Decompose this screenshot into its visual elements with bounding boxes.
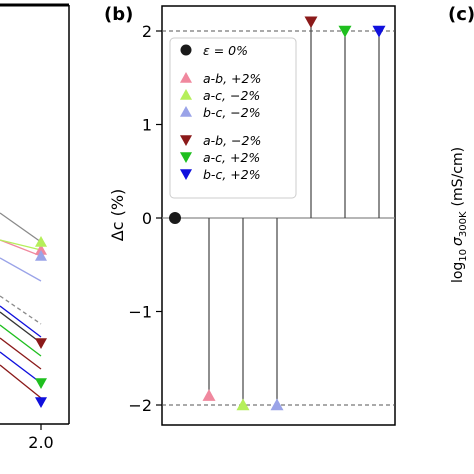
point-6 — [372, 25, 386, 38]
left-panel: 2.0 — [0, 3, 70, 452]
y-tick-label-2: 0 — [142, 209, 152, 228]
legend-marker-0 — [180, 44, 192, 56]
point-1 — [202, 389, 216, 401]
left-marker-4 — [35, 378, 47, 389]
left-line-7 — [0, 324, 42, 357]
left-line-5 — [0, 305, 42, 338]
legend-label-5: a-c, +2% — [203, 150, 260, 165]
left-panel-lines — [0, 212, 42, 399]
left-line-3 — [0, 257, 42, 282]
left-panel-markers — [35, 236, 47, 408]
legend-marker-6 — [180, 169, 192, 180]
legend-label-3: b-c, −2% — [203, 105, 261, 120]
y-tick-label-1: −1 — [128, 303, 152, 322]
legend-label-2: a-c, −2% — [203, 88, 260, 103]
y-tick-label-0: −2 — [128, 396, 152, 415]
legend-label-0: ε = 0% — [203, 43, 248, 58]
left-line-4 — [0, 295, 42, 325]
left-line-0 — [0, 212, 42, 243]
left-line-8 — [0, 337, 42, 370]
legend-marker-4 — [180, 135, 192, 146]
y-tick-label-3: 1 — [142, 116, 152, 135]
legend-label-6: b-c, +2% — [203, 167, 261, 182]
right-panel-y-axis-label: log10 σ300K (mS/cm) — [450, 147, 469, 283]
plot-frame — [161, 5, 396, 426]
left-marker-5 — [35, 397, 47, 408]
panel-label-b: (b) — [104, 4, 133, 25]
point-5 — [338, 25, 352, 38]
reference-lines — [162, 30, 395, 406]
left-marker-2 — [35, 250, 47, 261]
data-points — [169, 16, 386, 411]
legend-marker-3 — [180, 106, 192, 117]
left-line-10 — [0, 364, 42, 399]
y-axis-ticks: −2 −1 0 1 2 — [128, 22, 162, 415]
ylabel-unit: (mS/cm) — [450, 147, 466, 207]
left-line-9 — [0, 351, 42, 384]
legend-box — [169, 37, 297, 199]
left-panel-x-tick-label: 2.0 — [28, 433, 53, 452]
ylabel-log-sub: 10 — [458, 249, 469, 262]
left-line-1 — [0, 239, 42, 257]
y-axis-label: Δc (%) — [108, 189, 127, 242]
ylabel-log: log — [450, 262, 466, 283]
left-marker-1 — [35, 236, 47, 247]
legend-label-4: a-b, −2% — [203, 133, 261, 148]
legend-marker-5 — [180, 152, 192, 163]
left-marker-3 — [35, 338, 47, 349]
ylabel-sigma-sub: 300K — [458, 211, 469, 237]
legend-marker-2 — [180, 89, 192, 100]
y-tick-label-4: 2 — [142, 22, 152, 41]
point-3 — [270, 398, 284, 411]
legend: ε = 0% a-b, +2% a-c, −2% b-c, −2% a-b, −2% a-… — [169, 37, 297, 199]
left-line-6 — [0, 311, 42, 344]
left-line-2 — [0, 239, 42, 251]
point-4 — [304, 16, 318, 29]
ylabel-sigma: σ — [450, 236, 466, 246]
point-0 — [169, 212, 181, 224]
left-marker-0 — [35, 244, 47, 255]
point-2 — [236, 398, 250, 411]
legend-marker-1 — [180, 72, 192, 83]
panel-b: −2 −1 0 1 2 ε = 0% a-b, +2% a-c, −2% b-c, −2% a-… — [108, 5, 396, 426]
legend-label-1: a-b, +2% — [203, 71, 261, 86]
panel-label-c: (c) — [448, 4, 474, 25]
stems — [208, 21, 380, 405]
